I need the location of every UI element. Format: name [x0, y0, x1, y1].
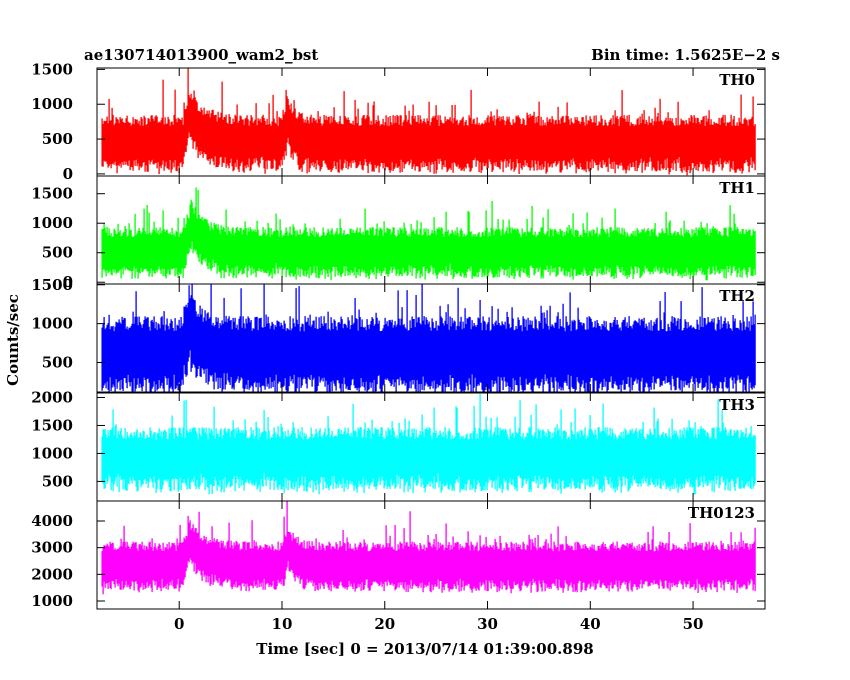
x-tick-label: 50 [683, 615, 704, 633]
y-tick-label: 1500 [31, 185, 73, 203]
panel-label: TH1 [719, 179, 755, 197]
panels-group: 0 500 1000 1500 TH0 0 500 1000 1500 TH1 500 1000 150… [31, 60, 766, 610]
panel-th1: 0 500 1000 1500 TH1 [31, 175, 766, 291]
panel-th2: 500 1000 1500 TH2 [31, 276, 766, 393]
y-tick-label: 1500 [31, 416, 73, 434]
y-tick-label: 2000 [31, 388, 73, 406]
panel-th0: 0 500 1000 1500 TH0 [31, 60, 766, 183]
y-tick-label: 1500 [31, 276, 73, 294]
panel-th0123: 1000 2000 3000 4000 TH0123 [31, 500, 766, 610]
panel-label: TH0123 [688, 504, 755, 522]
panel-label: TH3 [719, 396, 755, 414]
x-tick-label: 10 [272, 615, 293, 633]
panel-frame [96, 283, 766, 393]
panel-th3: 500 1000 1500 2000 TH3 [31, 388, 766, 502]
y-tick-label: 2000 [31, 565, 73, 583]
y-tick-label: 1000 [31, 592, 73, 610]
x-tick-label: 0 [174, 615, 184, 633]
y-tick-label: 0 [63, 165, 73, 183]
series-th0 [101, 68, 756, 176]
y-tick-label: 0 [63, 273, 73, 291]
series-th1 [101, 187, 756, 281]
y-tick-label: 1000 [31, 95, 73, 113]
y-tick-label: 500 [42, 244, 73, 262]
series-th0123 [101, 501, 756, 595]
header-bin-time: Bin time: 1.5625E−2 s [591, 46, 780, 64]
y-tick-label: 4000 [31, 512, 73, 530]
y-tick-label: 3000 [31, 539, 73, 557]
y-tick-label: 1000 [31, 315, 73, 333]
y-tick-label: 500 [42, 472, 73, 490]
x-axis-label: Time [sec] 0 = 2013/07/14 01:39:00.898 [256, 640, 593, 658]
series-th2 [101, 284, 756, 392]
y-tick-label: 1500 [31, 60, 73, 78]
x-tick-label: 40 [580, 615, 601, 633]
header-title: ae130714013900_wam2_bst [84, 46, 318, 64]
x-tick-label: 30 [477, 615, 498, 633]
y-tick-label: 500 [42, 353, 73, 371]
y-tick-label: 1000 [31, 214, 73, 232]
x-axis: 0 10 20 30 40 50 [174, 615, 704, 633]
y-axis-label: Counts/sec [4, 294, 22, 386]
y-tick-label: 500 [42, 130, 73, 148]
y-tick-label: 1000 [31, 444, 73, 462]
series-th3 [101, 394, 756, 495]
x-tick-label: 20 [374, 615, 395, 633]
panel-label: TH0 [719, 71, 755, 89]
panel-label: TH2 [719, 287, 755, 305]
panel-frame [96, 500, 766, 610]
